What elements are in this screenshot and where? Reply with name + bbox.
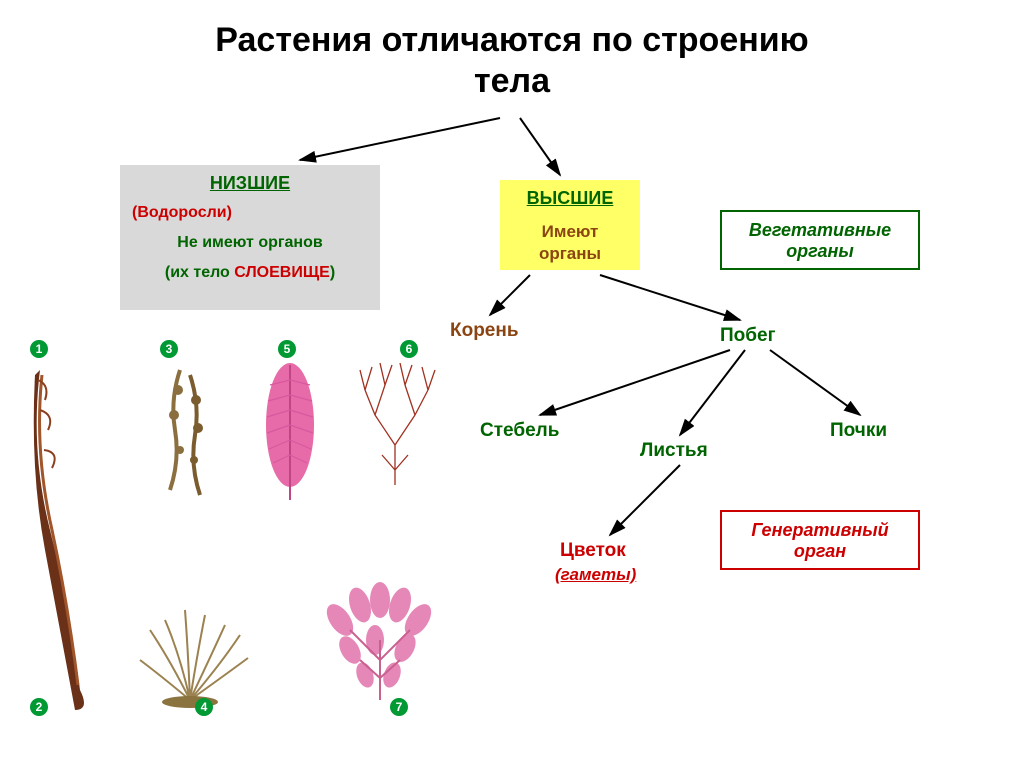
- algae-kelp-icon: [34, 370, 84, 710]
- algae-grass-tuft-icon: [140, 610, 248, 708]
- lower-line4: (их тело СЛОЕВИЩЕ): [132, 264, 368, 282]
- algae-pink-leaf-icon: [266, 363, 314, 500]
- higher-heading: ВЫСШИЕ: [512, 188, 628, 209]
- node-root: Корень: [450, 320, 519, 342]
- lower-plants-box: НИЗШИЕ (Водоросли) Не имеют органов (их …: [120, 165, 380, 310]
- algae-pink-fan-icon: [321, 582, 436, 700]
- algae-badge-2: 2: [30, 698, 48, 716]
- page-title: Растения отличаются по строению тела: [0, 0, 1024, 102]
- higher-line2: Имеют органы: [512, 221, 628, 265]
- algae-brown-cluster-icon: [169, 370, 203, 495]
- node-gametes: (гаметы): [555, 565, 636, 585]
- generative-organ-box: Генеративный орган: [720, 510, 920, 570]
- title-line1: Растения отличаются по строению: [0, 20, 1024, 61]
- algae-badge-4: 4: [195, 698, 213, 716]
- node-stem: Стебель: [480, 420, 559, 442]
- algae-red-coral-icon: [360, 363, 435, 485]
- node-flower: Цветок: [560, 540, 626, 562]
- node-buds: Почки: [830, 420, 887, 442]
- lower-line2: (Водоросли): [132, 204, 368, 222]
- lower-heading: НИЗШИЕ: [132, 173, 368, 194]
- higher-plants-box: ВЫСШИЕ Имеют органы: [500, 180, 640, 270]
- algae-badge-1: 1: [30, 340, 48, 358]
- lower-line3: Не имеют органов: [132, 234, 368, 252]
- node-shoot: Побег: [720, 325, 775, 347]
- algae-badge-3: 3: [160, 340, 178, 358]
- algae-badge-6: 6: [400, 340, 418, 358]
- algae-illustrations: [20, 330, 440, 730]
- algae-badge-7: 7: [390, 698, 408, 716]
- algae-badge-5: 5: [278, 340, 296, 358]
- node-leaves: Листья: [640, 440, 708, 462]
- title-line2: тела: [0, 61, 1024, 102]
- vegetative-organs-box: Вегетативные органы: [720, 210, 920, 270]
